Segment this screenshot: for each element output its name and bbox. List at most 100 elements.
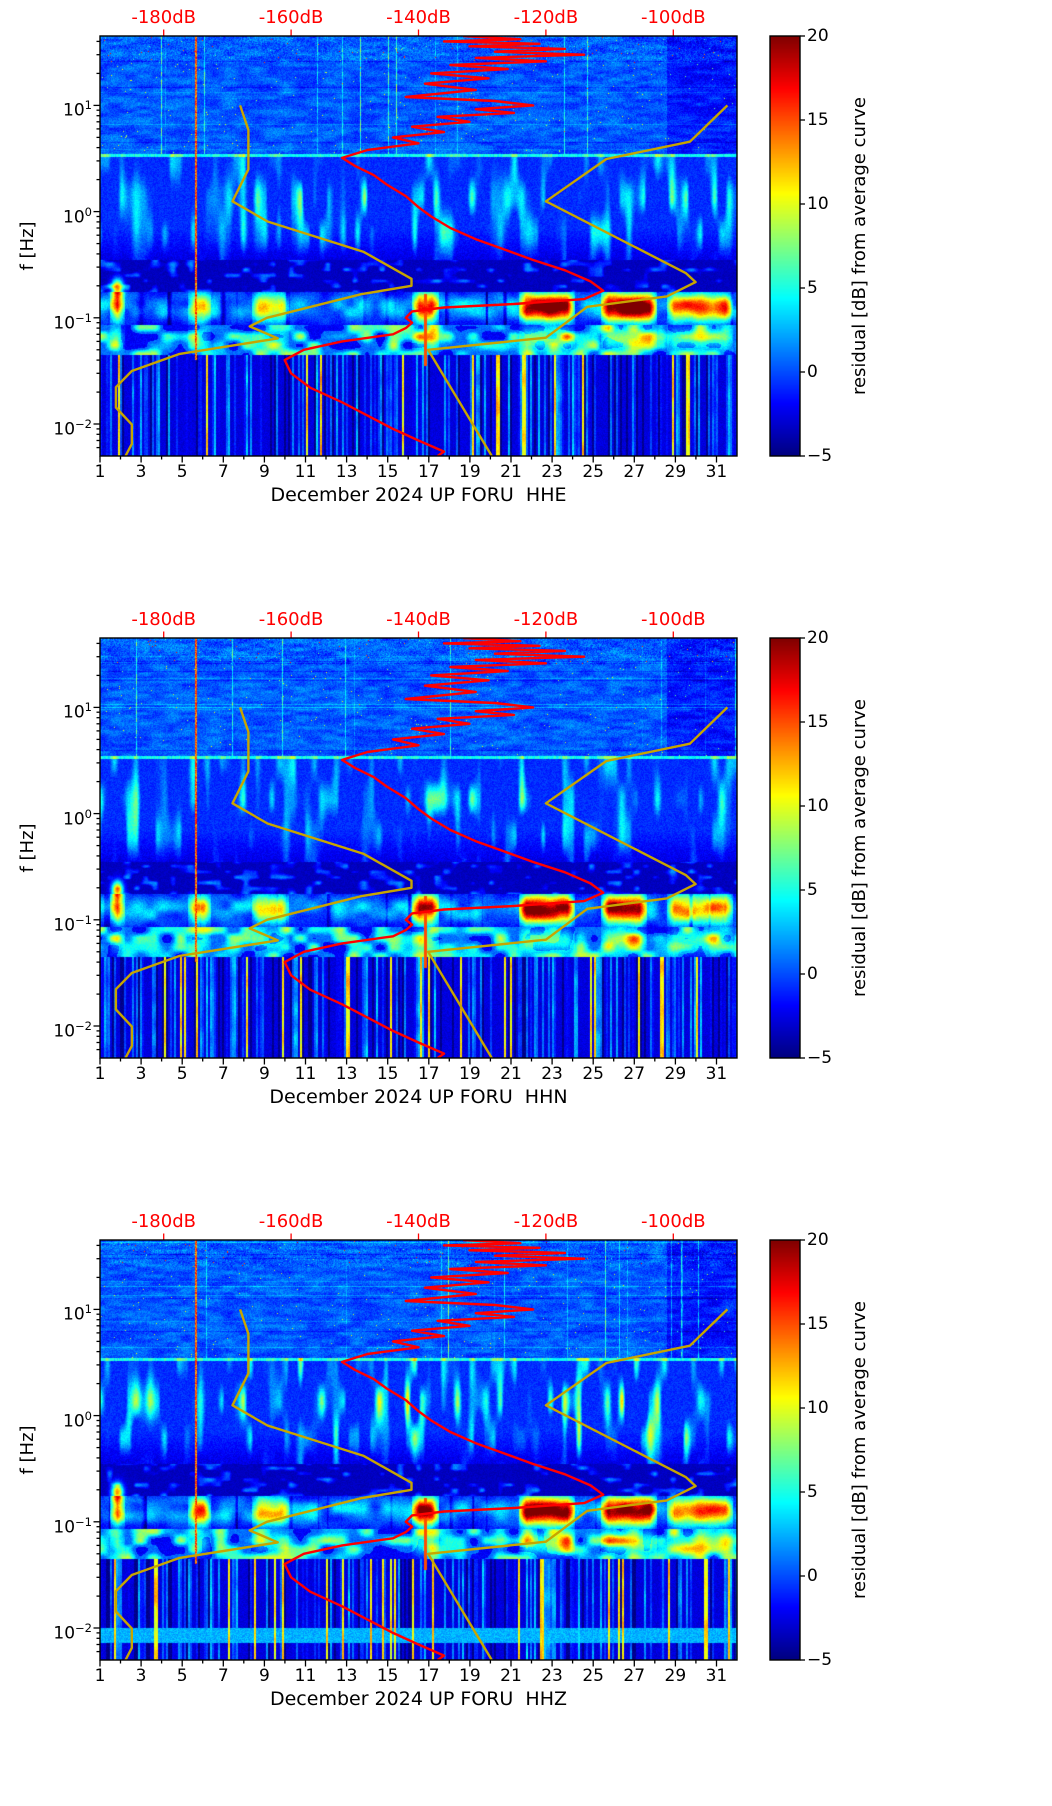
x-tick-label: 13 [335, 1064, 358, 1084]
x-tick-label: 7 [217, 1064, 229, 1084]
x-tick-label: 29 [664, 1064, 687, 1084]
x-tick-label: 27 [623, 462, 646, 482]
colorbar-label: residual [dB] from average curve [849, 1300, 870, 1600]
x-tick-label: 5 [176, 462, 188, 482]
x-tick-label: 1 [94, 1064, 106, 1084]
x-tick-label: 7 [217, 462, 229, 482]
panel-hhe: f [Hz] December 2024 UP FORU HHE residua… [0, 0, 1052, 602]
top-db-tick-label: -120dB [513, 609, 579, 630]
y-tick-label: 101 [63, 98, 92, 122]
colorbar-tick-label: 0 [807, 362, 818, 382]
x-tick-label: 3 [135, 462, 147, 482]
spectrogram-canvas-hhn [100, 638, 737, 1058]
x-tick-label: 31 [705, 1666, 728, 1686]
y-tick-label: 10−1 [53, 912, 92, 936]
x-tick-label: 31 [705, 1064, 728, 1084]
x-tick-label: 23 [541, 462, 563, 482]
x-tick-label: 19 [459, 1064, 481, 1084]
x-tick-label: 29 [664, 1666, 687, 1686]
top-db-tick-label: -160dB [258, 7, 324, 28]
x-tick-label: 25 [582, 1064, 604, 1084]
y-tick-label: 10−1 [53, 310, 92, 334]
colorbar-tick-label: 10 [807, 194, 829, 214]
top-db-tick-label: -100dB [640, 7, 706, 28]
colorbar-tick-label: 0 [807, 1566, 818, 1586]
top-db-tick-label: -120dB [513, 7, 579, 28]
top-db-tick-label: -180dB [131, 1211, 196, 1232]
colorbar-tick-label: 0 [807, 964, 818, 984]
colorbar-canvas-hhe [770, 36, 800, 456]
spectrogram-canvas-hhz [100, 1240, 737, 1660]
top-db-tick-label: -140dB [386, 1211, 451, 1232]
top-db-tick-label: -180dB [131, 609, 196, 630]
x-tick-label: 13 [335, 1666, 358, 1686]
x-tick-label: 9 [258, 462, 270, 482]
y-tick-label: 10−2 [53, 417, 92, 440]
y-tick-label: 100 [63, 1408, 92, 1432]
colorbar-tick-label: 20 [807, 1230, 829, 1250]
x-tick-label: 27 [623, 1064, 646, 1084]
y-axis-label: f [Hz] [17, 1425, 38, 1475]
y-tick-label: 10−2 [53, 1019, 92, 1042]
x-tick-label: 17 [417, 462, 440, 482]
x-tick-label: 29 [664, 462, 687, 482]
top-db-tick-label: -160dB [258, 609, 324, 630]
x-axis-label: December 2024 UP FORU HHZ [269, 1688, 568, 1710]
panel-hhz: f [Hz] December 2024 UP FORU HHZ residua… [0, 1204, 1052, 1806]
colorbar-tick-label: 10 [807, 796, 829, 816]
x-tick-label: 1 [94, 1666, 106, 1686]
x-tick-label: 9 [258, 1064, 270, 1084]
x-axis-label: December 2024 UP FORU HHE [270, 484, 567, 506]
y-tick-label: 101 [63, 700, 92, 724]
colorbar-tick-label: 20 [807, 628, 829, 648]
colorbar-tick-label: 15 [807, 1314, 829, 1334]
x-tick-label: 31 [705, 462, 728, 482]
colorbar-tick-label: −5 [807, 1048, 833, 1068]
x-tick-label: 17 [417, 1666, 440, 1686]
y-tick-label: 10−2 [53, 1621, 92, 1644]
x-tick-label: 5 [176, 1064, 188, 1084]
colorbar-label: residual [dB] from average curve [849, 96, 870, 396]
spectrogram-canvas-hhe [100, 36, 737, 456]
x-tick-label: 3 [135, 1064, 147, 1084]
x-tick-label: 11 [294, 1064, 317, 1084]
x-tick-label: 15 [376, 1666, 399, 1686]
x-tick-label: 7 [217, 1666, 229, 1686]
x-axis-label: December 2024 UP FORU HHN [269, 1086, 568, 1108]
colorbar-label: residual [dB] from average curve [849, 698, 870, 998]
x-tick-label: 9 [258, 1666, 270, 1686]
x-tick-label: 25 [582, 1666, 604, 1686]
x-tick-label: 19 [459, 462, 481, 482]
colorbar-tick-label: −5 [807, 446, 833, 466]
x-tick-label: 21 [500, 1666, 522, 1686]
panel-hhn: f [Hz] December 2024 UP FORU HHN residua… [0, 602, 1052, 1204]
top-db-tick-label: -180dB [131, 7, 196, 28]
x-tick-label: 25 [582, 462, 604, 482]
x-tick-label: 5 [176, 1666, 188, 1686]
x-tick-label: 23 [541, 1064, 563, 1084]
x-tick-label: 27 [623, 1666, 646, 1686]
x-tick-label: 15 [376, 462, 399, 482]
top-db-tick-label: -160dB [258, 1211, 324, 1232]
x-tick-label: 17 [417, 1064, 440, 1084]
colorbar-tick-label: −5 [807, 1650, 833, 1670]
colorbar-tick-label: 5 [807, 880, 818, 900]
x-tick-label: 11 [294, 462, 317, 482]
x-tick-label: 1 [94, 462, 106, 482]
y-axis-label: f [Hz] [17, 823, 38, 873]
x-tick-label: 19 [459, 1666, 481, 1686]
colorbar-tick-label: 15 [807, 712, 829, 732]
colorbar-tick-label: 5 [807, 278, 818, 298]
y-tick-label: 101 [63, 1302, 92, 1326]
x-tick-label: 11 [294, 1666, 317, 1686]
top-db-tick-label: -100dB [640, 609, 706, 630]
y-axis-label: f [Hz] [17, 221, 38, 271]
top-db-tick-label: -120dB [513, 1211, 579, 1232]
y-tick-label: 100 [63, 806, 92, 830]
x-tick-label: 3 [135, 1666, 147, 1686]
colorbar-canvas-hhz [770, 1240, 800, 1660]
top-db-tick-label: -140dB [386, 609, 451, 630]
colorbar-tick-label: 10 [807, 1398, 829, 1418]
colorbar-tick-label: 15 [807, 110, 829, 130]
